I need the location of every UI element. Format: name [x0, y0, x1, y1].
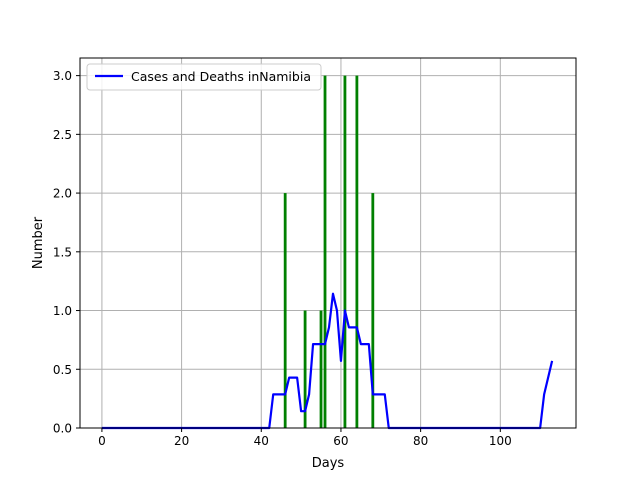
x-axis-label: Days — [312, 456, 345, 471]
y-tick-label: 0.5 — [53, 363, 72, 377]
bar — [344, 76, 347, 428]
plot-frame — [80, 58, 576, 428]
grid — [80, 58, 576, 428]
y-tick-label: 3.0 — [53, 69, 72, 83]
y-tick-label: 2.0 — [53, 187, 72, 201]
bar — [320, 311, 323, 428]
x-tick-label: 0 — [98, 434, 106, 448]
x-tick-label: 100 — [489, 434, 512, 448]
x-tick-label: 40 — [254, 434, 269, 448]
y-tick-label: 0.0 — [53, 422, 72, 436]
series-line — [102, 294, 552, 428]
x-tick-label: 60 — [333, 434, 348, 448]
bar — [324, 76, 327, 428]
legend-label: Cases and Deaths inNamibia — [131, 69, 311, 84]
legend: Cases and Deaths inNamibia — [87, 64, 321, 90]
y-tick-label: 1.5 — [53, 245, 72, 259]
axis-ticks: 0 20 40 60 80 100 0.0 0.5 1.0 1.5 2.0 2.5 3.0 — [53, 69, 512, 448]
bar — [355, 76, 358, 428]
y-tick-label: 1.0 — [53, 304, 72, 318]
x-tick-label: 20 — [174, 434, 189, 448]
y-tick-label: 2.5 — [53, 128, 72, 142]
y-axis-label: Number — [31, 216, 46, 269]
x-tick-label: 80 — [413, 434, 428, 448]
line-series — [102, 294, 552, 428]
